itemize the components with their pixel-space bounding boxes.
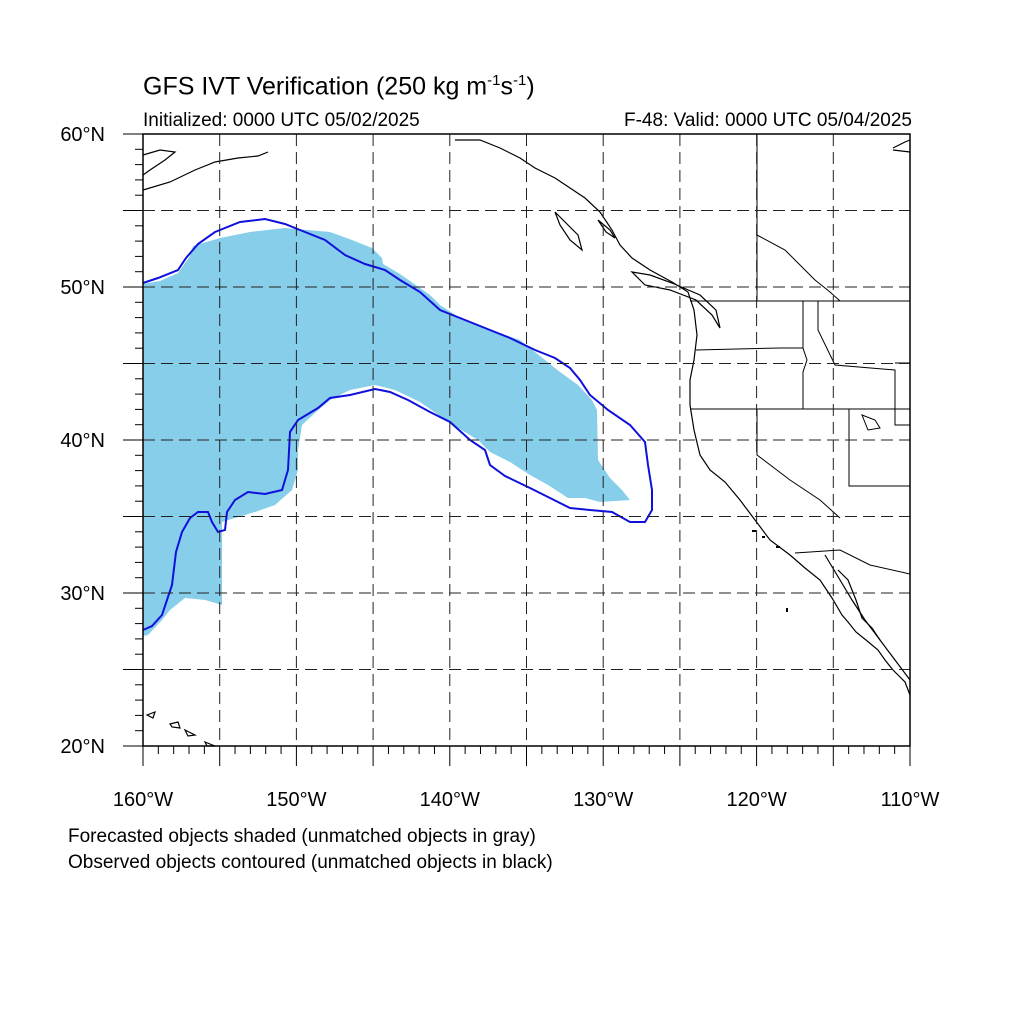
observed-ivt-contour — [142, 217, 653, 631]
coastlines — [142, 139, 911, 696]
title-text-end: ) — [526, 72, 535, 101]
lat-label: 20°N — [60, 736, 105, 758]
chart-title: GFS IVT Verification (250 kg m-1s-1) — [143, 72, 535, 101]
title-text: GFS IVT Verification (250 kg m — [143, 72, 488, 101]
lat-label: 40°N — [60, 430, 105, 452]
valid-time: F-48: Valid: 0000 UTC 05/04/2025 — [624, 110, 912, 131]
forecast-ivt-object — [143, 228, 630, 636]
lat-label: 50°N — [60, 277, 105, 299]
title-sup-1: -1 — [487, 72, 501, 89]
lon-label: 120°W — [726, 789, 786, 811]
lat-label: 30°N — [60, 583, 105, 605]
title-text-mid: s — [500, 72, 513, 101]
axis-labels: 20°N 30°N 40°N 50°N 60°N 160°W 150°W 140°W 130°W… — [60, 124, 939, 811]
lon-label: 150°W — [266, 789, 326, 811]
lon-label: 110°W — [881, 789, 940, 811]
initialized-time: Initialized: 0000 UTC 05/02/2025 — [143, 110, 420, 131]
forecast-note: Forecasted objects shaded (unmatched obj… — [68, 826, 536, 847]
observed-note: Observed objects contoured (unmatched ob… — [68, 852, 553, 873]
lon-label: 160°W — [113, 789, 173, 811]
lat-label: 60°N — [60, 124, 105, 146]
channel-islands — [752, 530, 788, 612]
axis-ticks — [123, 133, 911, 766]
graticule — [143, 134, 910, 746]
hawaii-islands — [145, 710, 216, 747]
title-sup-2: -1 — [512, 72, 527, 89]
lon-label: 130°W — [573, 789, 633, 811]
lon-label: 140°W — [420, 789, 480, 811]
political-boundaries — [690, 134, 911, 575]
